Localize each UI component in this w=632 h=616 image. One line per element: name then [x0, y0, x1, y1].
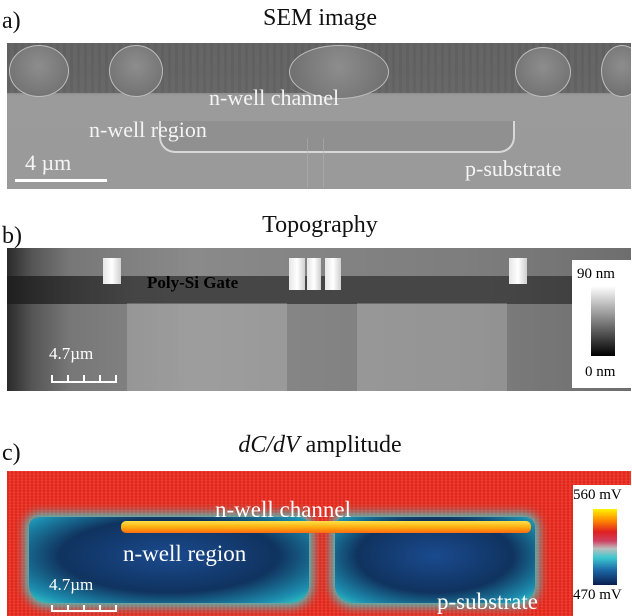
panel-a-letter: a) [2, 8, 21, 34]
panel-c-title-italic: dC/dV [238, 432, 300, 458]
sem-structure [109, 45, 163, 97]
topo-pillar [325, 258, 341, 290]
topo-scale-bar [51, 381, 117, 383]
dcdv-channel-band [121, 521, 531, 533]
dcdv-channel-label: n-well channel [215, 497, 352, 522]
dcdv-scale-tick [99, 605, 101, 612]
sem-region-label: n-well region [89, 117, 207, 142]
topography-image: Poly-Si Gate 4.7µm 90 nm 0 nm [7, 248, 631, 391]
dcdv-colorbar-max: 560 mV [573, 487, 622, 503]
topo-pillar [509, 258, 527, 284]
panel-b-letter: b) [2, 223, 22, 249]
topo-scale-tick [83, 375, 85, 382]
dcdv-region-label: n-well region [123, 541, 247, 566]
topo-scale-tick [99, 375, 101, 382]
topo-scale-tick [51, 375, 53, 382]
sem-structure [601, 45, 631, 97]
dcdv-scale-tick [67, 605, 69, 612]
panel-a-title: SEM image [263, 5, 377, 31]
dcdv-scale-tick [115, 605, 117, 612]
sem-structure [515, 47, 571, 97]
sem-structure [9, 45, 69, 97]
dcdv-scale-bar [51, 610, 117, 612]
topo-column [127, 303, 287, 391]
panel-b-title: Topography [262, 212, 378, 238]
sem-substrate-label: p-substrate [465, 156, 562, 181]
topo-colorbar [591, 286, 615, 356]
topo-column [357, 303, 507, 391]
topo-pillar [103, 258, 121, 284]
topo-pillar [289, 258, 305, 290]
topo-scale-label: 4.7µm [49, 344, 94, 363]
dcdv-scale-tick [51, 605, 53, 612]
topo-colorbar-min: 0 nm [585, 364, 616, 380]
dcdv-colorbar [593, 509, 617, 585]
topo-pillar [307, 258, 321, 290]
dcdv-scale-tick [83, 605, 85, 612]
sem-scale-label: 4 µm [25, 150, 72, 175]
dcdv-colorbar-min: 470 mV [573, 587, 622, 603]
topo-scale-tick [67, 375, 69, 382]
panel-c-letter: c) [2, 440, 21, 466]
sem-scale-bar [15, 179, 107, 182]
sem-structure [289, 45, 389, 99]
sem-channel-outline [159, 121, 515, 153]
sem-image: n-well channel n-well region p-substrate… [7, 43, 631, 189]
sem-channel-label: n-well channel [209, 85, 340, 110]
topo-colorbar-max: 90 nm [577, 266, 615, 282]
dcdv-substrate-label: p-substrate [437, 589, 538, 614]
topo-gate-label: Poly-Si Gate [147, 273, 239, 292]
sem-trace [307, 138, 308, 188]
dcdv-scale-label: 4.7µm [49, 575, 94, 594]
sem-trace [323, 138, 324, 188]
panel-c-title: dC/dV amplitude [160, 432, 480, 459]
dcdv-amplitude-image: n-well channel n-well region p-substrate… [7, 471, 631, 616]
topo-scale-tick [115, 375, 117, 382]
panel-c-title-rest: amplitude [299, 432, 402, 458]
